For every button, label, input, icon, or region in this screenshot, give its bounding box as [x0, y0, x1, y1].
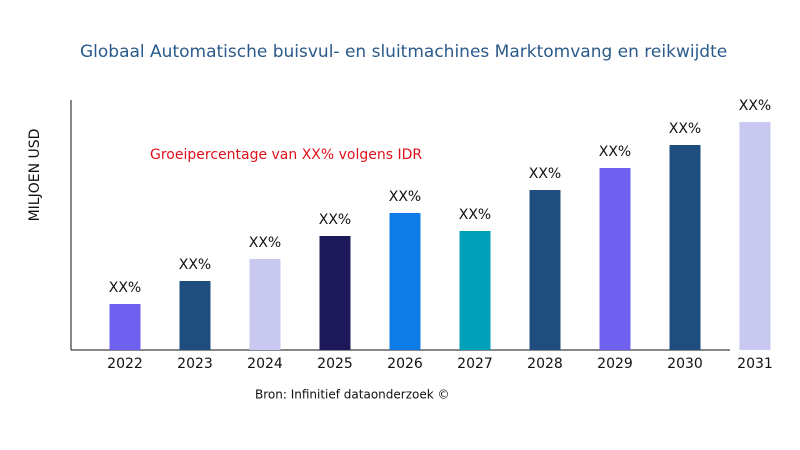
- bar: [529, 190, 561, 350]
- value-label: XX%: [529, 166, 561, 182]
- x-tick-label: 2022: [107, 356, 143, 372]
- chart-title: Globaal Automatische buisvul- en sluitma…: [80, 42, 727, 62]
- bar: [669, 145, 701, 350]
- x-tick-label: 2028: [527, 356, 563, 372]
- source: Bron: Infinitief dataonderzoek ©: [255, 388, 450, 402]
- bar: [319, 236, 351, 350]
- x-tick-label: 2030: [667, 356, 703, 372]
- bar: [109, 304, 141, 350]
- value-label: XX%: [179, 257, 211, 273]
- value-label: XX%: [249, 235, 281, 251]
- value-label: XX%: [319, 212, 351, 228]
- bar: [249, 259, 281, 350]
- value-label: XX%: [389, 189, 421, 205]
- bar: [599, 168, 631, 350]
- value-label: XX%: [739, 98, 771, 114]
- value-label: XX%: [459, 207, 491, 223]
- bar: [389, 213, 421, 350]
- bar: [739, 122, 771, 350]
- x-tick-label: 2025: [317, 356, 353, 372]
- value-label: XX%: [599, 144, 631, 160]
- x-tick-label: 2026: [387, 356, 423, 372]
- x-tick-label: 2027: [457, 356, 493, 372]
- value-label: XX%: [669, 121, 701, 137]
- x-tick-label: 2023: [177, 356, 213, 372]
- x-tick-label: 2031: [737, 356, 773, 372]
- y-axis-title: MILJOEN USD: [27, 129, 43, 222]
- bar: [179, 281, 211, 350]
- bar: [459, 231, 491, 350]
- x-tick-label: 2024: [247, 356, 283, 372]
- x-tick-label: 2029: [597, 356, 633, 372]
- value-label: XX%: [109, 280, 141, 296]
- annotation: Groeipercentage van XX% volgens IDR: [150, 147, 422, 163]
